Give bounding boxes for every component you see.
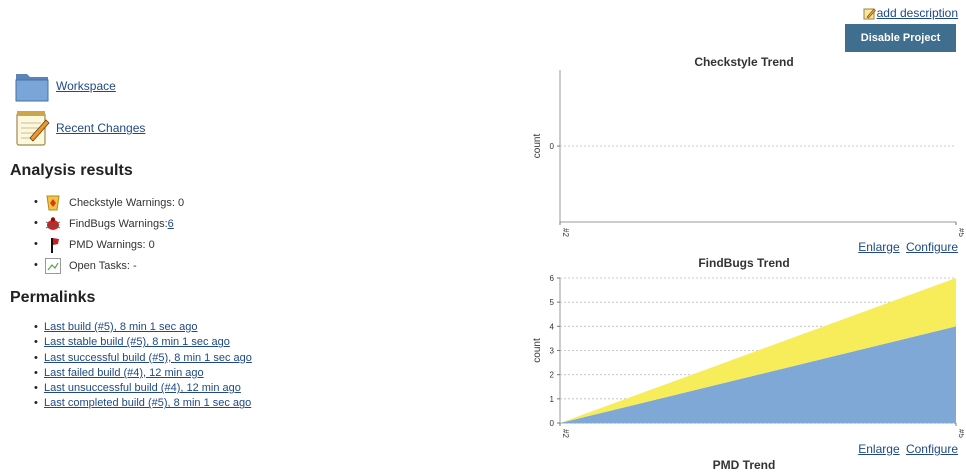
add-description-link[interactable]: add description — [876, 6, 958, 20]
permalink-last-successful-build[interactable]: Last successful build (#5), 8 min 1 sec … — [44, 351, 252, 364]
list-item: Last failed build (#4), 12 min ago — [34, 366, 252, 381]
y-tick-label: 3 — [550, 347, 555, 356]
checkstyle-warnings-text: Checkstyle Warnings: 0 — [69, 196, 185, 209]
findbugs-chart-links: Enlarge Configure — [855, 442, 958, 456]
list-item: Last unsuccessful build (#4), 12 min ago — [34, 381, 252, 396]
edit-note-icon — [863, 8, 876, 19]
findbugs-warnings-text: FindBugs Warnings: — [69, 217, 168, 230]
findbugs-icon — [45, 216, 61, 230]
findbugs-warnings-link[interactable]: 6 — [167, 217, 174, 230]
series-area-1 — [560, 326, 956, 423]
workspace-link[interactable]: Workspace — [56, 79, 116, 93]
findbugs-trend-title: FindBugs Trend — [698, 256, 790, 270]
y-tick-label: 6 — [550, 274, 555, 283]
x-tick-label: #5 — [957, 228, 964, 237]
recent-changes-link[interactable]: Recent Changes — [56, 121, 146, 135]
findbugs-trend-chart[interactable]: 0 1 2 3 4 5 6 #2 #5 count — [530, 270, 964, 442]
open-tasks-text: Open Tasks: - — [69, 259, 137, 272]
analysis-results-heading: Analysis results — [10, 162, 133, 179]
pmd-warnings-text: PMD Warnings: 0 — [69, 238, 155, 251]
y-axis-label: count — [532, 338, 543, 363]
task-recent-changes[interactable]: Recent Changes — [14, 108, 145, 148]
findbugs-enlarge-link[interactable]: Enlarge — [858, 442, 900, 456]
checkstyle-trend-title: Checkstyle Trend — [694, 55, 794, 69]
x-tick-label: #5 — [957, 429, 964, 438]
permalink-last-unsuccessful-build[interactable]: Last unsuccessful build (#4), 12 min ago — [44, 382, 241, 395]
permalink-last-stable-build[interactable]: Last stable build (#5), 8 min 1 sec ago — [44, 336, 230, 349]
pmd-trend-title: PMD Trend — [712, 458, 776, 472]
y-tick-label: 2 — [550, 371, 555, 380]
list-item: Open Tasks: - — [34, 255, 184, 276]
y-axis-label: count — [532, 134, 543, 159]
y-tick-label: 5 — [550, 298, 555, 307]
list-item: FindBugs Warnings: 6 — [34, 213, 184, 234]
notepad-icon — [16, 111, 50, 146]
checkstyle-icon — [46, 195, 60, 210]
permalink-last-build[interactable]: Last build (#5), 8 min 1 sec ago — [44, 321, 198, 333]
analysis-results-list: Checkstyle Warnings: 0 FindBugs Warnings… — [34, 192, 184, 276]
findbugs-configure-link[interactable]: Configure — [905, 442, 958, 456]
x-tick-label: #2 — [561, 429, 570, 438]
list-item: Last stable build (#5), 8 min 1 sec ago — [34, 335, 252, 350]
list-item: Last build (#5), 8 min 1 sec ago — [34, 320, 252, 335]
task-workspace[interactable]: Workspace — [14, 68, 116, 104]
list-item: Checkstyle Warnings: 0 — [34, 192, 184, 213]
add-description-link-wrap: add description — [863, 6, 958, 20]
disable-project-button[interactable]: Disable Project — [845, 24, 956, 52]
permalink-last-completed-build[interactable]: Last completed build (#5), 8 min 1 sec a… — [44, 397, 252, 410]
series-area-2 — [560, 278, 956, 423]
list-item: Last completed build (#5), 8 min 1 sec a… — [34, 396, 252, 411]
pmd-icon — [51, 237, 59, 253]
broken-image-icon — [45, 257, 61, 274]
list-item: PMD Warnings: 0 — [34, 234, 184, 255]
x-tick-label: #2 — [561, 228, 570, 237]
y-tick-label: 4 — [550, 322, 555, 331]
permalinks-list: Last build (#5), 8 min 1 sec ago Last st… — [34, 320, 252, 412]
y-tick-label: 1 — [550, 395, 555, 404]
y-tick-label: 0 — [550, 142, 555, 151]
checkstyle-configure-link[interactable]: Configure — [905, 240, 958, 254]
checkstyle-trend-chart[interactable]: 0 #2 #5 count — [530, 70, 964, 240]
folder-icon — [15, 74, 49, 102]
permalink-last-failed-build[interactable]: Last failed build (#4), 12 min ago — [44, 366, 204, 379]
list-item: Last successful build (#5), 8 min 1 sec … — [34, 351, 252, 366]
y-tick-label: 0 — [550, 419, 555, 428]
permalinks-heading: Permalinks — [10, 289, 96, 306]
checkstyle-enlarge-link[interactable]: Enlarge — [858, 240, 900, 254]
checkstyle-chart-links: Enlarge Configure — [855, 240, 958, 254]
